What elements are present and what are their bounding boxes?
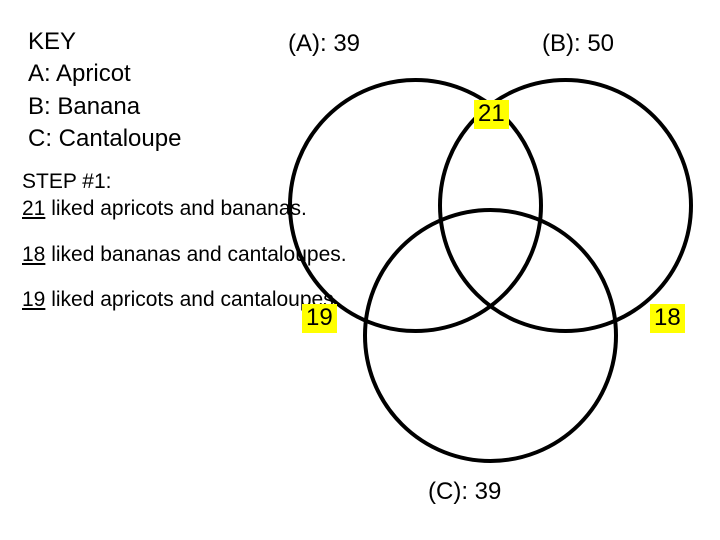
step2-num: 18: [22, 243, 45, 266]
region-ac-value: 19: [302, 304, 337, 333]
region-ab-value: 21: [474, 100, 509, 129]
key-line-a: A: Apricot: [28, 58, 181, 90]
step3-num: 19: [22, 288, 45, 311]
circle-c: [363, 208, 618, 463]
step1-num: 21: [22, 197, 45, 220]
venn-diagram: (A): 39 (B): 50 (C): 39 21 19 18: [260, 40, 700, 510]
label-c: (C): 39: [428, 478, 501, 506]
step-title: STEP #1:: [22, 170, 112, 193]
key-line-c: C: Cantaloupe: [28, 123, 181, 155]
key-line-b: B: Banana: [28, 91, 181, 123]
key-block: KEY A: Apricot B: Banana C: Cantaloupe: [28, 26, 181, 156]
region-bc-value: 18: [650, 304, 685, 333]
label-a: (A): 39: [288, 30, 360, 58]
key-title: KEY: [28, 26, 181, 58]
label-b: (B): 50: [542, 30, 614, 58]
